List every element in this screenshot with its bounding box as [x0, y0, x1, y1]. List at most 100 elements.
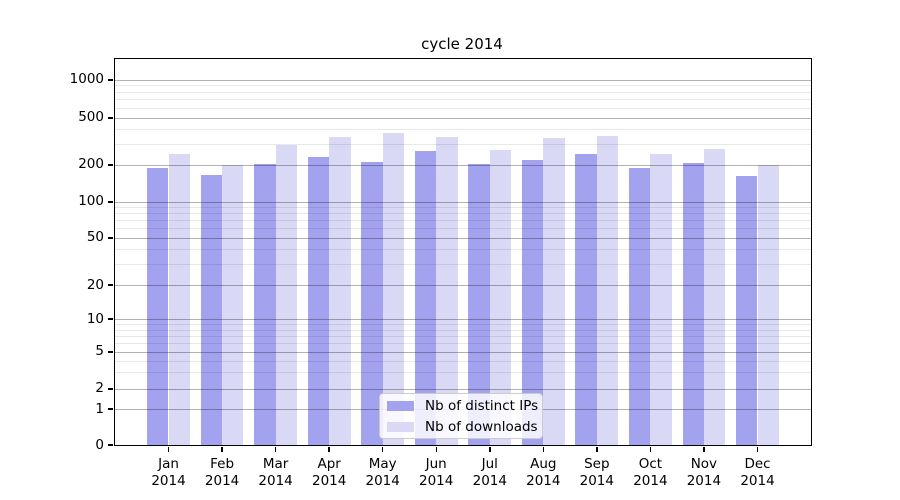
- bar-downloads-aug: [543, 138, 565, 445]
- x-tick-month: Oct: [638, 456, 663, 472]
- x-tick-label-jun: Jun 2014: [406, 456, 466, 490]
- bar-downloads-dec: [757, 165, 779, 445]
- x-tick-month: Nov: [690, 456, 718, 472]
- minor-gridline-700: [115, 99, 811, 101]
- y-tick-label-0: 0: [95, 436, 104, 453]
- minor-gridline-8: [115, 329, 811, 331]
- x-tick-apr: [328, 447, 330, 452]
- y-tick-label-50: 50: [86, 229, 104, 245]
- x-tick-may: [381, 447, 384, 452]
- x-tick-month: Mar: [262, 456, 289, 472]
- y-tick-0: [108, 444, 113, 446]
- major-gridline-20: [115, 285, 811, 287]
- bar-ips-aug: [521, 159, 544, 445]
- minor-gridline-9: [115, 324, 811, 326]
- x-tick-year: 2014: [258, 473, 293, 489]
- y-tick-100: [108, 200, 113, 203]
- x-tick-label-oct: Oct 2014: [620, 456, 680, 490]
- y-tick-50: [108, 236, 113, 239]
- bar-downloads-jun: [436, 136, 458, 445]
- y-tick-label-100: 100: [78, 193, 104, 210]
- bar-ips-jun: [414, 150, 437, 445]
- x-tick-label-apr: Apr 2014: [299, 456, 359, 490]
- x-tick-year: 2014: [526, 473, 561, 489]
- plot-area: 0 1 2 5 10 20 50 100 200 500 1000 Jan 2014 Feb 2014 Mar…: [70, 58, 812, 489]
- major-gridline-200: [115, 164, 811, 166]
- x-tick-label-sep: Sep 2014: [567, 456, 627, 490]
- x-tick-nov: [703, 447, 705, 452]
- x-tick-year: 2014: [740, 473, 775, 489]
- major-gridline-10: [115, 319, 811, 321]
- bar-downloads-feb: [222, 164, 244, 445]
- y-tick-2: [108, 387, 113, 390]
- x-tick-month: Aug: [530, 456, 557, 472]
- x-tick-feb: [221, 447, 223, 452]
- minor-gridline-400: [115, 128, 811, 130]
- bar-ips-sep: [575, 153, 597, 445]
- minor-gridline-30: [115, 264, 811, 266]
- bar-ips-may: [361, 162, 383, 445]
- x-tick-jul: [489, 447, 491, 452]
- x-tick-year: 2014: [312, 473, 347, 489]
- grid-layer: [115, 59, 811, 445]
- bar-ips-mar: [254, 164, 276, 445]
- x-tick-jun: [435, 447, 437, 452]
- bar-ips-dec: [736, 175, 758, 445]
- y-tick-20: [108, 284, 113, 287]
- x-tick-dec: [756, 447, 759, 452]
- legend-swatch-distinct-ips: [387, 400, 414, 411]
- x-tick-label-jul: Jul 2014: [460, 456, 520, 490]
- minor-gridline-70: [115, 220, 811, 222]
- minor-gridline-40: [115, 249, 811, 251]
- legend-item-downloads: Nb of downloads: [387, 419, 538, 435]
- bar-downloads-sep: [596, 136, 619, 445]
- x-tick-month: Dec: [744, 456, 771, 472]
- x-tick-month: Jul: [481, 456, 498, 472]
- x-tick-label-may: May 2014: [353, 456, 413, 490]
- bar-downloads-jul: [489, 149, 512, 445]
- y-tick-1: [108, 408, 113, 411]
- bar-ips-feb: [200, 175, 223, 445]
- minor-gridline-60: [115, 228, 811, 230]
- legend: Nb of distinct IPs Nb of downloads: [379, 393, 543, 439]
- x-tick-year: 2014: [633, 473, 668, 489]
- x-tick-jan: [167, 447, 170, 452]
- y-tick-5: [108, 350, 113, 353]
- bar-downloads-apr: [329, 137, 351, 445]
- x-tick-oct: [649, 447, 652, 452]
- y-tick-10: [108, 318, 113, 321]
- bars-layer: [115, 59, 811, 445]
- x-tick-year: 2014: [204, 473, 240, 489]
- x-tick-aug: [542, 447, 545, 452]
- bar-downloads-mar: [275, 145, 297, 445]
- y-tick-200: [108, 163, 113, 166]
- x-tick-label-nov: Nov 2014: [674, 456, 734, 490]
- x-tick-sep: [596, 447, 598, 452]
- axis-ticks-layer: 0 1 2 5 10 20 50 100 200 500 1000 Jan 2014 Feb 2014 Mar…: [70, 59, 811, 489]
- y-tick-label-2: 2: [95, 380, 104, 396]
- minor-gridline-600: [115, 107, 811, 109]
- x-tick-year: 2014: [365, 473, 400, 489]
- minor-gridline-4: [115, 360, 811, 362]
- y-tick-label-500: 500: [78, 109, 104, 125]
- major-gridline-1000: [115, 79, 811, 81]
- minor-gridline-80: [115, 213, 811, 215]
- minor-gridline-90: [115, 207, 811, 209]
- x-tick-year: 2014: [151, 473, 186, 489]
- y-tick-label-1000: 1000: [69, 71, 104, 88]
- x-tick-year: 2014: [579, 473, 614, 489]
- minor-gridline-800: [115, 91, 811, 93]
- major-gridline-5: [115, 351, 811, 353]
- x-tick-label-mar: Mar 2014: [246, 456, 306, 490]
- bar-downloads-jan: [168, 153, 190, 445]
- legend-item-distinct-ips: Nb of distinct IPs: [387, 398, 538, 414]
- minor-gridline-3: [115, 372, 811, 374]
- x-tick-label-jan: Jan 2014: [139, 456, 199, 490]
- y-tick-label-20: 20: [86, 276, 104, 293]
- minor-gridline-7: [115, 335, 811, 337]
- x-tick-label-feb: Feb 2014: [192, 456, 252, 490]
- major-gridline-100: [115, 201, 811, 203]
- x-tick-month: Feb: [210, 456, 235, 472]
- minor-gridline-6: [115, 343, 811, 344]
